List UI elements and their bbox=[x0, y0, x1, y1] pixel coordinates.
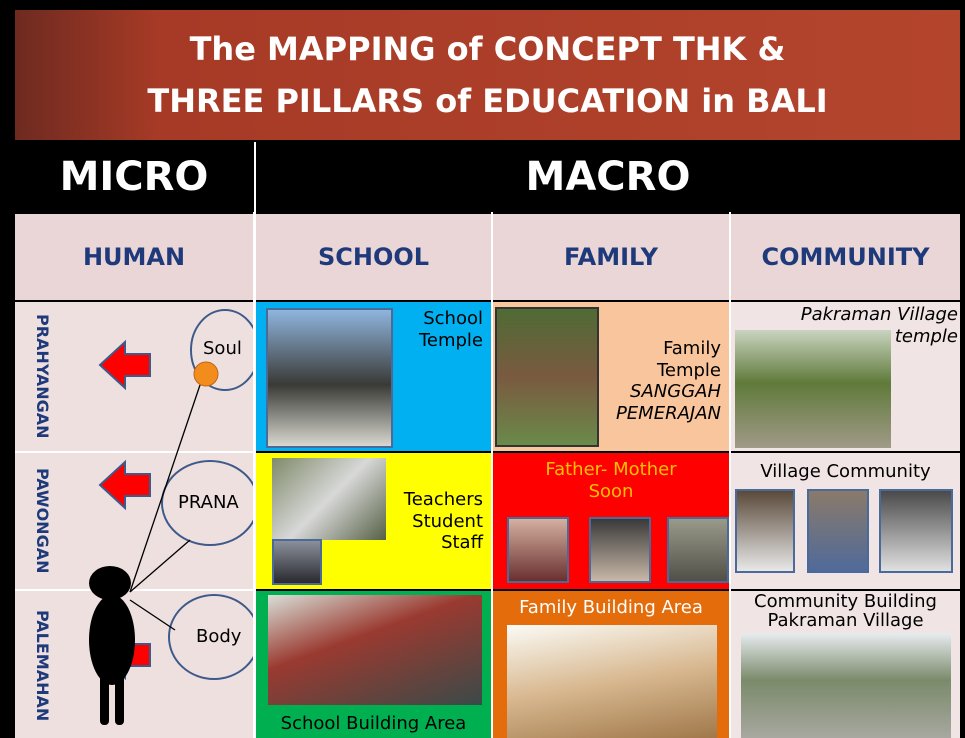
photo bbox=[507, 625, 717, 738]
column-separator bbox=[253, 212, 256, 738]
cell: Teachers Student Staff bbox=[256, 453, 491, 589]
cell-text: Community Building Pakraman Village bbox=[731, 591, 960, 631]
cell-text: School Temple bbox=[419, 308, 483, 351]
photo bbox=[807, 489, 869, 573]
text-line: Staff bbox=[441, 532, 483, 554]
cell: School Temple bbox=[256, 302, 491, 451]
text-line: Father- Mother bbox=[545, 459, 677, 480]
text-line: Community Building bbox=[754, 591, 937, 612]
row-separator bbox=[15, 451, 253, 453]
text-line: School bbox=[423, 308, 483, 329]
cell: School Building Area bbox=[256, 591, 491, 738]
cell-text: Pakraman Village temple bbox=[801, 304, 958, 347]
photo bbox=[507, 517, 569, 583]
micro-cell: MICRO bbox=[59, 154, 209, 200]
cell: Village Community bbox=[731, 453, 960, 589]
photo bbox=[589, 517, 651, 583]
photo bbox=[268, 595, 482, 705]
links bbox=[129, 384, 201, 631]
cell: Family Building Area bbox=[493, 591, 729, 738]
column-separator bbox=[729, 212, 731, 738]
soul-ball bbox=[193, 361, 219, 387]
text-line: Temple bbox=[656, 359, 721, 381]
human-diagram bbox=[89, 309, 253, 725]
text-line: SANGGAH bbox=[630, 381, 721, 403]
cell-text: Father- Mother Soon bbox=[493, 459, 729, 502]
cell-text: Teachers Student Staff bbox=[404, 489, 483, 554]
cell: Father- Mother Soon bbox=[493, 453, 729, 589]
row-label: PAWONGAN bbox=[33, 468, 52, 574]
column-header: SCHOOL bbox=[256, 214, 491, 300]
photo bbox=[272, 458, 386, 540]
column-separator bbox=[491, 212, 493, 738]
human-label: Body bbox=[196, 626, 242, 647]
column-header: COMMUNITY bbox=[731, 214, 960, 300]
photo bbox=[741, 633, 951, 738]
row-label: PALEMAHAN bbox=[33, 610, 52, 722]
cell-text: School Building Area bbox=[280, 713, 467, 734]
cell-text: Village Community bbox=[760, 461, 931, 482]
text-line: temple bbox=[894, 325, 958, 347]
photo bbox=[735, 330, 891, 448]
title-line: The MAPPING of CONCEPT THK & bbox=[189, 30, 786, 68]
photo bbox=[667, 517, 729, 583]
cell: Community Building Pakraman Village bbox=[731, 591, 960, 738]
circles bbox=[161, 309, 253, 680]
human-figure bbox=[89, 566, 135, 725]
human-label: Soul bbox=[203, 338, 242, 359]
macro-cell: MACRO bbox=[525, 154, 691, 200]
text-line: Pakraman Village bbox=[767, 609, 924, 631]
text-line: Family bbox=[663, 338, 721, 359]
title-line: THREE PILLARS of EDUCATION in BALI bbox=[147, 82, 828, 120]
photo bbox=[266, 308, 393, 448]
text-line: Temple bbox=[418, 329, 483, 351]
text-line: Soon bbox=[588, 480, 634, 502]
photo bbox=[272, 539, 322, 585]
cell: Pakraman Village temple bbox=[731, 302, 960, 451]
row-label: PRAHYANGAN bbox=[33, 313, 52, 439]
cell-text: Family Temple SANGGAH PEMERAJAN bbox=[616, 338, 721, 424]
text-line: Student bbox=[412, 510, 483, 532]
title-band: The MAPPING of CONCEPT THK & THREE PILLA… bbox=[15, 10, 960, 140]
photo bbox=[735, 489, 795, 573]
text-line: PEMERAJAN bbox=[615, 402, 721, 424]
photo bbox=[495, 307, 599, 447]
photo bbox=[879, 489, 953, 573]
text-line: Teachers bbox=[403, 489, 483, 510]
column-header: HUMAN bbox=[15, 214, 253, 300]
cell-text: Family Building Area bbox=[519, 597, 703, 618]
human-label: PRANA bbox=[178, 492, 239, 513]
row-separator bbox=[15, 589, 253, 591]
separator bbox=[254, 142, 256, 212]
column-header: FAMILY bbox=[493, 214, 729, 300]
text-line: Pakraman Village bbox=[800, 304, 958, 325]
cell: Family Temple SANGGAH PEMERAJAN bbox=[493, 302, 729, 451]
